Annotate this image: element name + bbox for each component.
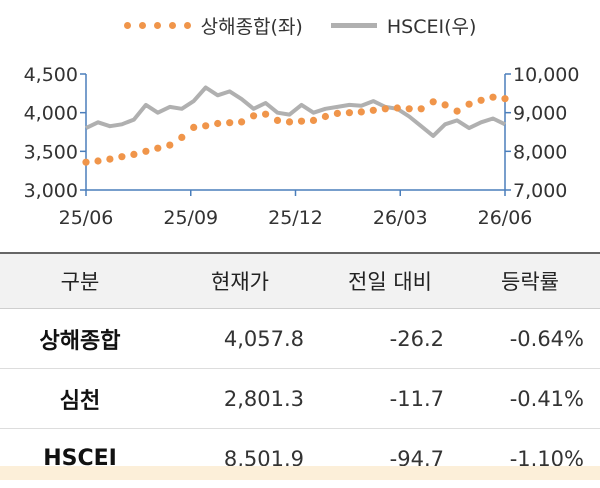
table-row: 상해종합 4,057.8 -26.2 -0.64% [0, 309, 600, 369]
shanghai-point [466, 101, 473, 108]
shanghai-point [166, 142, 173, 149]
shanghai-point [418, 105, 425, 112]
y-left-tick-label: 3,000 [24, 180, 78, 202]
shanghai-point [82, 159, 89, 166]
shanghai-point [118, 153, 125, 160]
header-change: 전일 대비 [320, 253, 460, 309]
shanghai-point [274, 117, 281, 124]
row-name: 상해종합 [0, 309, 160, 369]
row-price: 2,801.3 [160, 369, 320, 429]
y-left-tick-label: 4,000 [24, 103, 78, 125]
chart-svg: 3,000 3,500 4,000 4,500 7,000 8,000 9,000 10,00… [0, 0, 600, 252]
header-rate: 등락률 [460, 253, 600, 309]
shanghai-point [370, 107, 377, 114]
y-right-tick-label: 8,000 [513, 141, 567, 163]
shanghai-point [142, 148, 149, 155]
shanghai-point [238, 118, 245, 125]
row-price: 4,057.8 [160, 309, 320, 369]
shanghai-point [322, 113, 329, 120]
table-row: 심천 2,801.3 -11.7 -0.41% [0, 369, 600, 429]
shanghai-point [214, 120, 221, 127]
y-right-tick-label: 9,000 [513, 103, 567, 125]
shanghai-point [430, 98, 437, 105]
shanghai-point [298, 118, 305, 125]
x-tick-label: 26/06 [478, 207, 533, 229]
table-header-row: 구분 현재가 전일 대비 등락률 [0, 253, 600, 309]
header-price: 현재가 [160, 253, 320, 309]
shanghai-point [94, 157, 101, 164]
hscei-line [86, 88, 505, 136]
shanghai-point [489, 94, 496, 101]
row-name: 심천 [0, 369, 160, 429]
shanghai-point [442, 101, 449, 108]
shanghai-point [226, 119, 233, 126]
header-category: 구분 [0, 253, 160, 309]
bottom-band [0, 466, 600, 480]
row-change: -26.2 [320, 309, 460, 369]
y-right-tick-label: 10,000 [513, 64, 579, 86]
row-change: -11.7 [320, 369, 460, 429]
y-left-tick-label: 4,500 [24, 64, 78, 86]
shanghai-point [310, 117, 317, 124]
y-right-tick-label: 7,000 [513, 180, 567, 202]
shanghai-point [190, 124, 197, 131]
row-rate: -0.41% [460, 369, 600, 429]
shanghai-point [154, 145, 161, 152]
row-rate: -0.64% [460, 309, 600, 369]
x-tick-label: 25/09 [163, 207, 218, 229]
shanghai-point [358, 108, 365, 115]
shanghai-point [346, 109, 353, 116]
shanghai-point [250, 112, 257, 119]
quote-table: 구분 현재가 전일 대비 등락률 상해종합 4,057.8 -26.2 -0.6… [0, 252, 600, 488]
shanghai-point [262, 111, 269, 118]
shanghai-point [501, 95, 508, 102]
shanghai-point [454, 108, 461, 115]
x-tick-label: 26/03 [373, 207, 428, 229]
shanghai-point [334, 110, 341, 117]
shanghai-point [406, 105, 413, 112]
shanghai-point [382, 105, 389, 112]
shanghai-point [478, 97, 485, 104]
y-left-tick-label: 3,500 [24, 141, 78, 163]
shanghai-point [286, 118, 293, 125]
shanghai-point [202, 122, 209, 129]
x-tick-label: 25/06 [59, 207, 114, 229]
shanghai-point [106, 156, 113, 163]
x-tick-label: 25/12 [268, 207, 323, 229]
shanghai-point [394, 104, 401, 111]
shanghai-point [130, 151, 137, 158]
shanghai-point [178, 134, 185, 141]
